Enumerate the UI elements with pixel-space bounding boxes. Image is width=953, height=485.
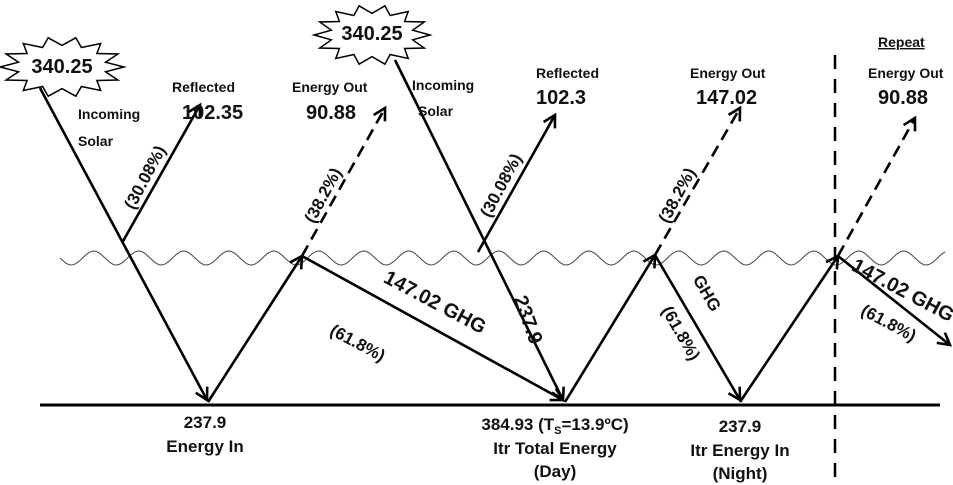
label: Incoming — [78, 106, 140, 122]
value: 147.02 — [696, 87, 757, 109]
value: 237.9 — [184, 413, 227, 432]
label: Reflected — [536, 65, 599, 81]
value: 90.88 — [878, 87, 928, 109]
label: Energy In — [166, 437, 243, 456]
arrow — [300, 108, 385, 257]
arrow — [653, 108, 740, 256]
label: Repeat — [878, 34, 925, 50]
arrow — [38, 87, 207, 400]
arrow — [653, 254, 740, 400]
label: (61.8%) — [658, 303, 704, 364]
label: Energy Out — [868, 65, 944, 81]
value: 90.88 — [306, 102, 356, 124]
arrow — [301, 254, 563, 400]
label: 237.9 — [509, 293, 547, 348]
subscript: S — [554, 425, 561, 437]
label: (61.8%) — [327, 321, 388, 366]
label: Itr Total Energy — [493, 439, 617, 458]
value: 384.93 (TS=13.9ºC) — [481, 415, 628, 437]
value-part: =13.9ºC) — [561, 415, 628, 434]
burst-label: 340.25 — [31, 56, 92, 78]
arrow — [393, 59, 563, 400]
arrow — [836, 118, 915, 257]
label: GHG — [689, 272, 725, 315]
label: Solar — [78, 133, 114, 149]
label: (Night) — [713, 464, 768, 483]
label: (61.8%) — [858, 301, 919, 346]
value: 237.9 — [719, 417, 762, 436]
arrow — [120, 105, 200, 244]
arrow — [206, 256, 302, 403]
surface-wave — [59, 250, 946, 266]
label: Energy Out — [292, 79, 368, 95]
label: Solar — [418, 103, 454, 119]
label: Itr Energy In — [690, 441, 789, 460]
burst-label: 340.25 — [341, 23, 402, 45]
burst — [0, 36, 127, 98]
label: Reflected — [172, 79, 235, 95]
value: 102.3 — [536, 87, 586, 109]
arrow — [476, 115, 555, 253]
burst — [311, 4, 433, 66]
arrow — [563, 255, 655, 403]
arrow — [738, 256, 838, 403]
arrows — [38, 59, 950, 403]
label: Incoming — [412, 77, 474, 93]
value-part: 384.93 (T — [481, 415, 554, 434]
value: 102.35 — [182, 102, 243, 124]
label: Energy Out — [690, 65, 766, 81]
arrow — [837, 254, 950, 345]
label: (Day) — [534, 462, 577, 481]
